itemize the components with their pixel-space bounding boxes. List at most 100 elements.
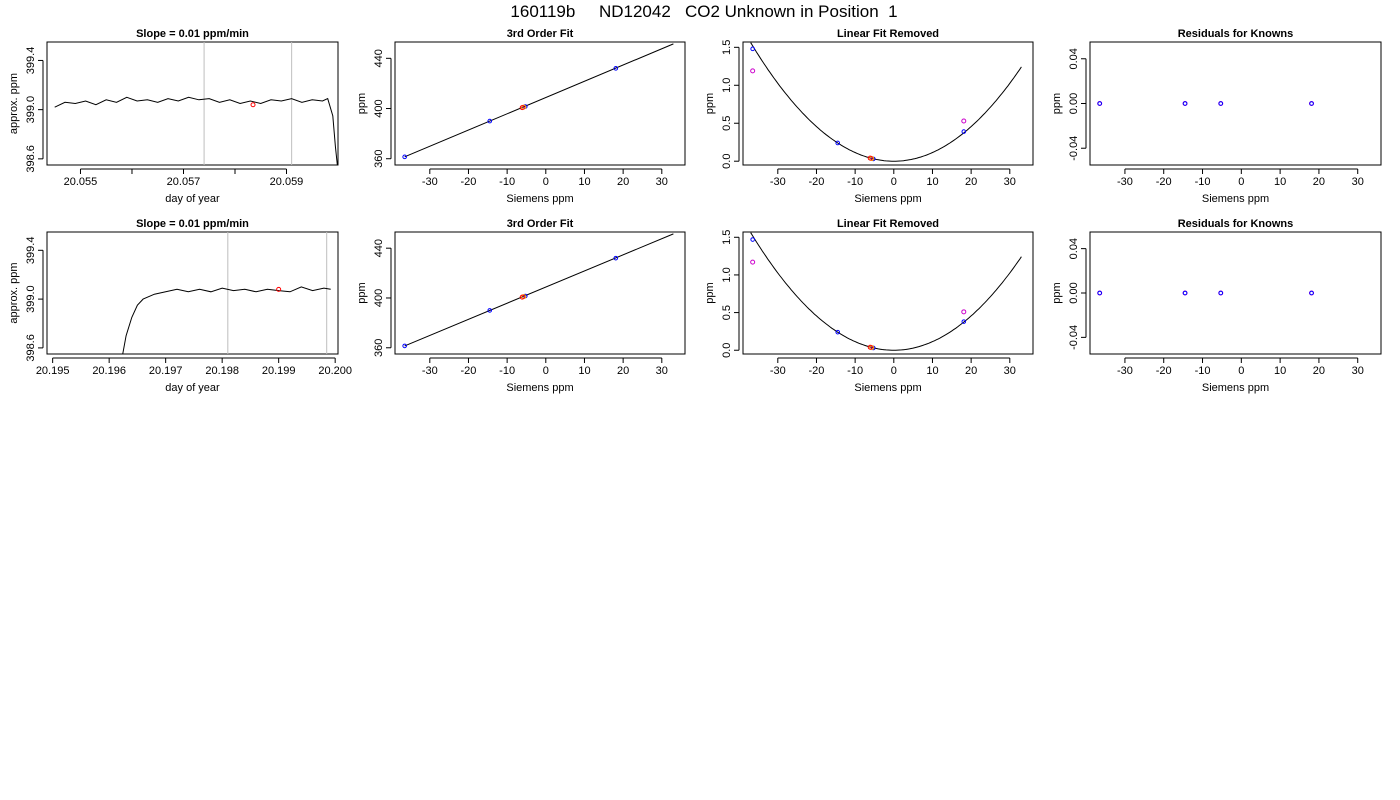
known-point [613,255,619,261]
unknown-point [519,294,525,300]
y-tick-label: 398.6 [25,145,37,173]
plot-frame [1089,41,1382,166]
fit-curve [750,232,1022,351]
mean-point [250,102,256,108]
known-point [835,140,841,146]
x-tick-label: 20.195 [36,365,70,377]
known-point [1309,290,1314,296]
known-point [613,66,619,71]
x-tick-label: 10 [926,365,938,377]
y-tick-label: 0.0 [721,343,733,358]
y-axis-label: ppm [356,93,368,114]
x-axis-label: day of year [165,193,220,205]
x-tick-label: 20.059 [270,176,304,188]
x-tick-label: -20 [809,365,825,377]
fit-line [404,233,674,347]
plot-data [402,43,674,160]
x-tick-label: 20 [617,176,629,188]
panel-title: 3rd Order Fit [507,28,574,40]
y-tick-label: 0.00 [1068,282,1080,303]
x-tick-label: 20 [1313,176,1325,188]
known-point [1309,101,1314,106]
y-tick-label: 440 [373,49,385,67]
x-tick-label: 30 [656,365,668,377]
plot-frame [394,231,686,355]
known-point [402,343,407,349]
fit-line [404,43,674,158]
plot-data [750,232,1022,351]
unknown-point [519,105,525,111]
x-tick-label: 20.197 [149,365,183,377]
known-point [1182,101,1188,106]
x-axis-label: Siemens ppm [854,382,921,394]
x-tick-label: 10 [578,176,590,188]
y-axis-label: ppm [1051,282,1063,303]
y-axis-label: ppm [704,282,716,303]
y-tick-label: 0.0 [721,154,733,169]
known-point [1218,290,1224,296]
unknown-point [867,155,873,161]
x-tick-label: -10 [1195,176,1211,188]
x-tick-label: -30 [422,176,438,188]
plot-data [54,42,338,165]
y-axis-label: ppm [1051,93,1063,114]
x-tick-label: 20.199 [262,365,296,377]
x-axis-label: Siemens ppm [854,193,921,205]
x-tick-label: 10 [1274,365,1286,377]
residual-point [750,68,756,74]
x-tick-label: -30 [770,176,786,188]
y-tick-label: 440 [373,239,385,257]
y-tick-label: 0.04 [1068,48,1080,69]
x-axis-label: Siemens ppm [506,193,573,205]
panel-title: Linear Fit Removed [837,28,939,40]
plot-data [1097,101,1315,106]
panel-3: Linear Fit Removed -30 -20 -10 0 10 20 30 Siemen… [704,28,1034,205]
x-tick-label: -20 [461,365,477,377]
plot-frame [46,41,339,166]
series-line [122,286,331,354]
y-tick-label: 1.5 [721,230,733,245]
residual-point [961,118,967,124]
x-tick-label: 10 [1274,176,1286,188]
y-tick-label: -0.04 [1068,325,1080,350]
known-point [487,118,493,124]
x-tick-label: -30 [422,365,438,377]
y-tick-label: 0.04 [1068,238,1080,259]
panel-1: Slope = 0.01 ppm/min 20.055 20.057 20.059 da… [8,28,339,205]
x-axis-label: Siemens ppm [506,382,573,394]
x-tick-label: 20 [617,365,629,377]
y-axis-label: approx. ppm [8,262,20,323]
fit-curve [750,42,1022,162]
y-tick-label: 0.00 [1068,93,1080,114]
y-tick-label: 1.5 [721,40,733,55]
x-tick-label: -20 [809,176,825,188]
known-point [1097,101,1102,106]
x-tick-label: 20 [1313,365,1325,377]
x-tick-label: -30 [1117,176,1133,188]
residual-point [750,259,756,265]
y-tick-label: 360 [373,150,385,168]
x-tick-label: -10 [1195,365,1211,377]
x-tick-label: 20.057 [167,176,201,188]
known-point [750,46,755,52]
plot-data [122,232,331,354]
x-tick-label: 0 [1238,176,1244,188]
x-tick-label: -30 [1117,365,1133,377]
plot-data [750,42,1022,162]
y-tick-label: 0.5 [721,116,733,131]
panel-8: Residuals for Knowns -30 -20 -10 0 10 20 30 Siem… [1051,218,1382,394]
panel-5: Slope = 0.01 ppm/min 20.195 20.196 20.197 20… [8,218,352,394]
y-axis-label: ppm [704,93,716,114]
known-point [961,319,967,324]
y-tick-label: 398.6 [25,334,37,362]
x-tick-label: 20 [965,365,977,377]
y-tick-label: 0.5 [721,305,733,320]
known-point [402,154,407,160]
y-tick-label: 399.0 [25,96,37,124]
panel-6: 3rd Order Fit -30 -20 -10 0 10 20 30 Siemens ppm… [356,218,686,394]
x-tick-label: -10 [847,365,863,377]
y-tick-label: 1.0 [721,267,733,282]
x-tick-label: 20.196 [92,365,126,377]
known-point [487,308,493,313]
